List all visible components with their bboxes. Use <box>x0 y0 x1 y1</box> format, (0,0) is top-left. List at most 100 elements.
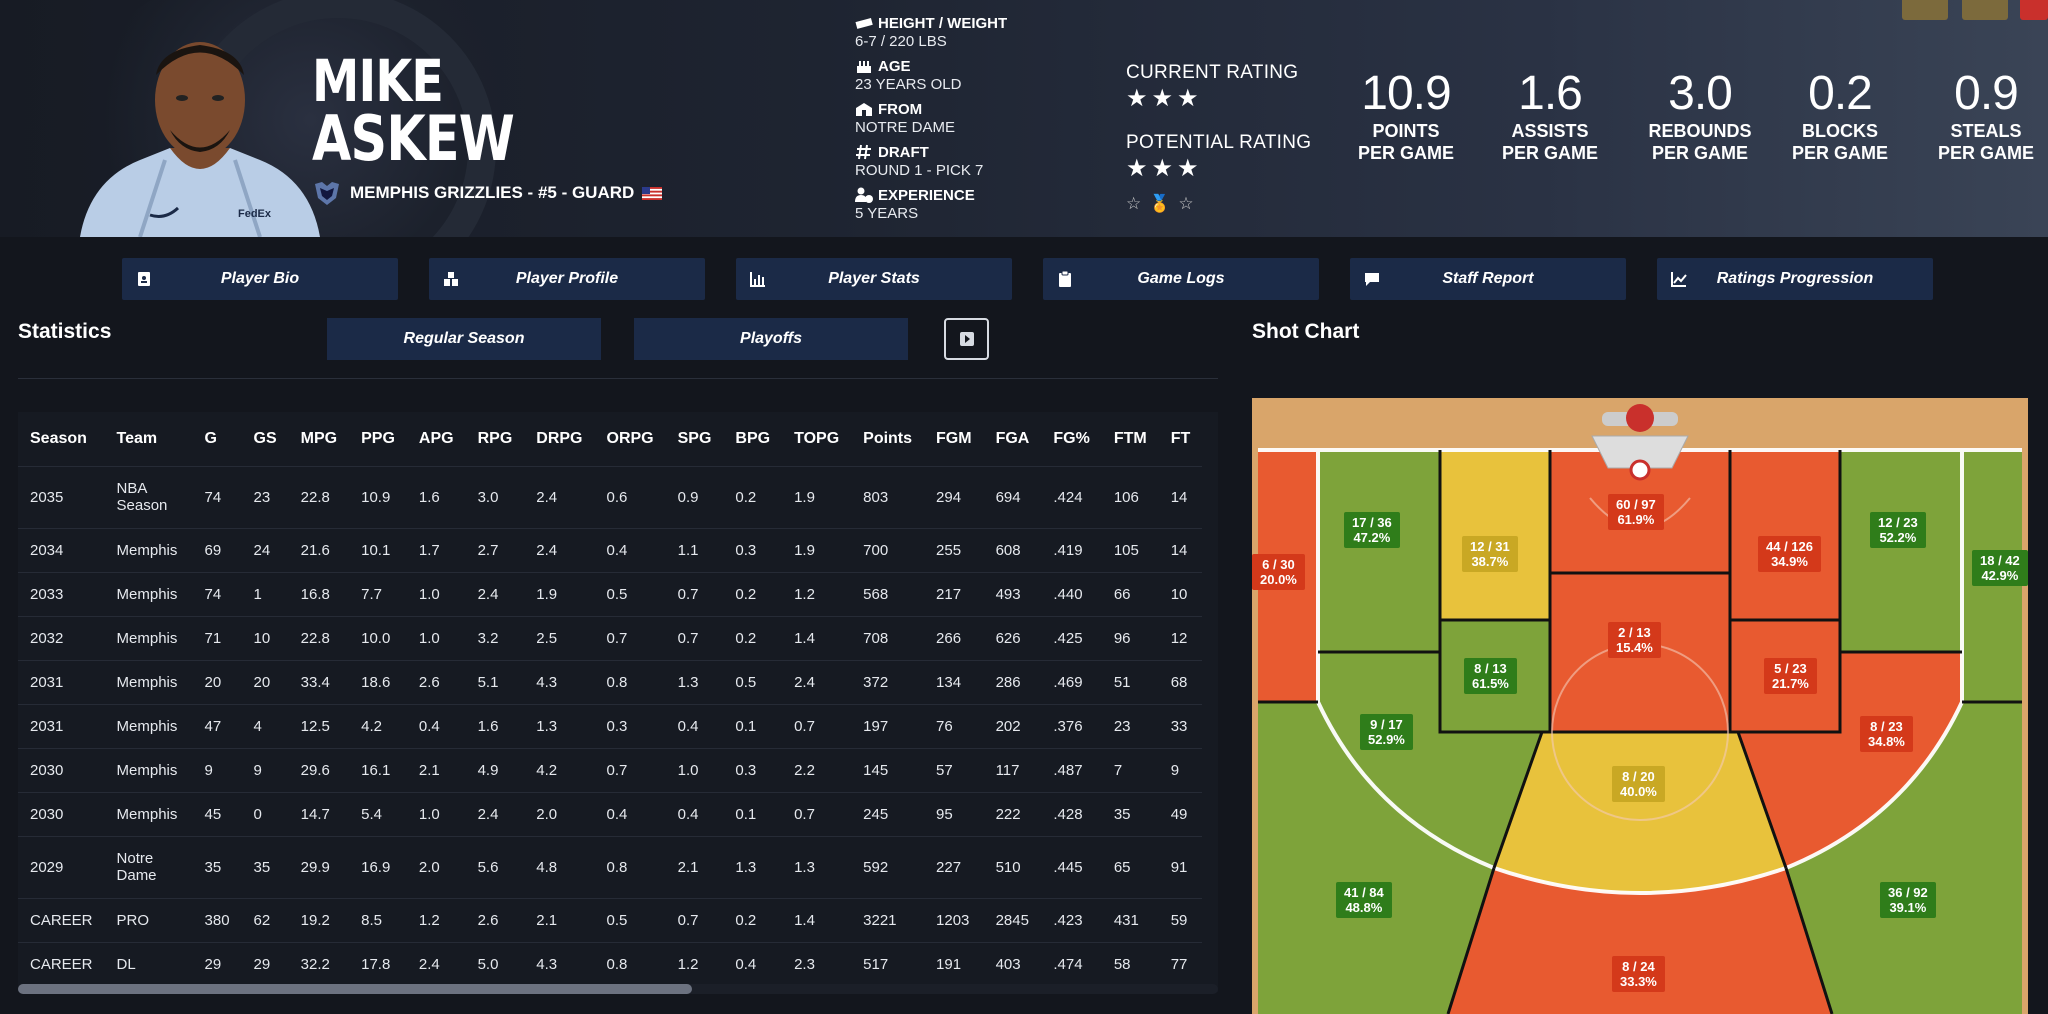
col-ft[interactable]: FT <box>1170 429 1191 447</box>
table-cell: Memphis <box>104 791 193 836</box>
table-cell: 14 <box>1158 527 1203 572</box>
star-outline-icon[interactable]: ☆ <box>1178 194 1194 213</box>
nav-player-bio[interactable]: Player Bio <box>122 258 398 300</box>
table-row[interactable]: 2032 Memphis 71 10 22.8 10.0 1.0 3.2 2.5 0.7 0.7 0.… <box>18 615 1203 660</box>
clipboard-icon <box>1059 271 1071 287</box>
table-cell: 62 <box>241 897 289 942</box>
current-rating-stars: ★ ★ ★ <box>1126 86 1311 112</box>
table-row[interactable]: 2034 Memphis 69 24 21.6 10.1 1.7 2.7 2.4 0.4 1.1 0.… <box>18 527 1203 572</box>
col-ppg[interactable]: PPG <box>361 429 395 447</box>
bio-from: FROM NOTRE DAME <box>855 100 956 137</box>
table-cell: 16.1 <box>349 747 407 792</box>
table-cell: 222 <box>983 791 1042 836</box>
table-cell: 68 <box>1158 659 1203 704</box>
table-row[interactable]: 2031 Memphis 47 4 12.5 4.2 0.4 1.6 1.3 0.3 0.4 0.1 0… <box>18 703 1203 748</box>
usa-flag-icon <box>642 186 663 200</box>
table-cell: 10 <box>241 615 289 660</box>
table-cell: .440 <box>1041 571 1102 616</box>
table-cell: 2.4 <box>524 527 595 572</box>
col-season[interactable]: Season <box>30 429 87 447</box>
potential-rating: POTENTIAL RATING ★ ★ ★ <box>1126 132 1312 182</box>
table-scrollbar-thumb[interactable] <box>18 984 692 994</box>
table-cell: 19.2 <box>288 897 350 942</box>
table-row[interactable]: 2033 Memphis 74 1 16.8 7.7 1.0 2.4 1.9 0.5 0.7 0.2 1… <box>18 571 1203 616</box>
zone-right-wing-three <box>1786 702 2022 1014</box>
col-fga[interactable]: FGA <box>995 429 1030 447</box>
table-cell: 510 <box>983 835 1042 898</box>
playoffs-button[interactable]: Playoffs <box>634 318 908 360</box>
star-outline-icon[interactable]: ☆ <box>1126 194 1142 213</box>
table-cell: 20 <box>241 659 289 704</box>
toggle-view-button[interactable] <box>944 318 989 360</box>
col-topg[interactable]: TOPG <box>794 429 840 447</box>
table-cell: 2032 <box>18 615 105 660</box>
col-fgm[interactable]: FGM <box>936 429 972 447</box>
bio-draft: DRAFT ROUND 1 - PICK 7 <box>855 143 984 180</box>
col-mpg[interactable]: MPG <box>300 429 338 447</box>
table-row[interactable]: 2029 Notre Dame 35 35 29.9 16.9 2.0 5.6 4.8 0.8 2.… <box>18 835 1203 898</box>
col-g[interactable]: G <box>204 429 217 447</box>
zone-label: 12 / 23 52.2% <box>1870 512 1926 548</box>
bar-chart-icon <box>750 272 765 287</box>
table-cell: 803 <box>851 465 925 528</box>
table-cell: 5.4 <box>349 791 407 836</box>
zone-top-key-three <box>1448 868 1832 1014</box>
table-row[interactable]: CAREER DL 29 29 32.2 17.8 2.4 5.0 4.3 0.8 1.2 0.4 2.… <box>18 941 1203 986</box>
col-bpg[interactable]: BPG <box>735 429 771 447</box>
table-cell: 0.7 <box>594 615 666 660</box>
table-cell: 4.2 <box>524 747 595 792</box>
zone-right-baseline-mid <box>1840 450 1962 652</box>
nav-player-profile[interactable]: Player Profile <box>429 258 705 300</box>
potential-rating-stars: ★ ★ ★ <box>1126 156 1311 182</box>
col-apg[interactable]: APG <box>418 429 454 447</box>
col-points[interactable]: Points <box>863 429 913 447</box>
table-cell: 35 <box>241 835 289 898</box>
table-cell: 2029 <box>18 835 105 898</box>
table-cell: 91 <box>1158 835 1203 898</box>
col-orpg[interactable]: ORPG <box>606 429 654 447</box>
nav-player-stats[interactable]: Player Stats <box>736 258 1012 300</box>
col-gs[interactable]: GS <box>253 429 277 447</box>
col-ftm[interactable]: FTM <box>1113 429 1147 447</box>
col-spg[interactable]: SPG <box>677 429 712 447</box>
table-row[interactable]: 2031 Memphis 20 20 33.4 18.6 2.6 5.1 4.3 0.8 1.3 0.… <box>18 659 1203 704</box>
close-button[interactable] <box>2020 0 2048 20</box>
nav-game-logs[interactable]: Game Logs <box>1043 258 1319 300</box>
nav-staff-report[interactable]: Staff Report <box>1350 258 1626 300</box>
table-cell: 35 <box>192 835 242 898</box>
table-cell: 4.3 <box>524 941 595 986</box>
nav-ratings-progression[interactable]: Ratings Progression <box>1657 258 1933 300</box>
table-cell: 1.7 <box>406 527 466 572</box>
table-cell: 1.2 <box>665 941 724 986</box>
stats-table-container[interactable]: Season Team G GS MPG PPG APG RPG DRPG OR… <box>18 412 1218 992</box>
table-cell: 0.7 <box>665 571 724 616</box>
next-player-button[interactable] <box>1962 0 2008 20</box>
zone-label: 36 / 92 39.1% <box>1880 882 1936 918</box>
table-cell: 10.0 <box>349 615 407 660</box>
zone-label: 18 / 42 42.9% <box>1972 550 2028 586</box>
table-row[interactable]: 2035 NBA Season 74 23 22.8 10.9 1.6 3.0 2.4 0.6 0.… <box>18 465 1203 528</box>
table-cell: 700 <box>851 527 925 572</box>
table-cell: 0.2 <box>723 571 783 616</box>
table-cell: 592 <box>851 835 925 898</box>
table-cell: 1.0 <box>406 615 466 660</box>
table-cell: 255 <box>924 527 984 572</box>
id-card-icon <box>138 272 150 286</box>
col-team[interactable]: Team <box>116 429 158 447</box>
table-cell: .423 <box>1041 897 1102 942</box>
col-drpg[interactable]: DRPG <box>536 429 583 447</box>
col-fg-pct[interactable]: FG% <box>1053 429 1090 447</box>
table-cell: 0.9 <box>665 465 724 528</box>
table-row[interactable]: CAREER PRO 380 62 19.2 8.5 1.2 2.6 2.1 0.5 0.7 0.2 1… <box>18 897 1203 942</box>
table-cell: 20 <box>192 659 242 704</box>
col-rpg[interactable]: RPG <box>477 429 513 447</box>
table-cell: 245 <box>851 791 925 836</box>
medal-icon[interactable]: 🏅 <box>1149 194 1171 213</box>
table-row[interactable]: 2030 Memphis 45 0 14.7 5.4 1.0 2.4 2.0 0.4 0.4 0.1 0… <box>18 791 1203 836</box>
table-cell: .487 <box>1041 747 1102 792</box>
table-cell: 0.5 <box>594 571 666 616</box>
prev-player-button[interactable] <box>1902 0 1948 20</box>
table-row[interactable]: 2030 Memphis 9 9 29.6 16.1 2.1 4.9 4.2 0.7 1.0 0.3 2… <box>18 747 1203 792</box>
regular-season-button[interactable]: Regular Season <box>327 318 601 360</box>
table-cell: 0.1 <box>723 791 783 836</box>
